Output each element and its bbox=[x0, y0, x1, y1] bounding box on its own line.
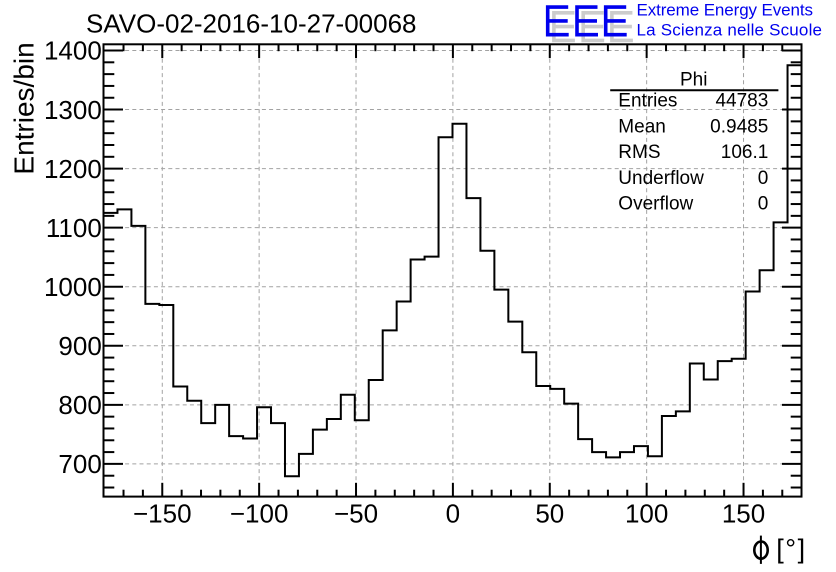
svg-text:0: 0 bbox=[446, 498, 460, 528]
svg-text:1300: 1300 bbox=[44, 95, 102, 125]
svg-text:0: 0 bbox=[758, 194, 769, 215]
svg-text:1000: 1000 bbox=[44, 272, 102, 302]
svg-text:1200: 1200 bbox=[44, 154, 102, 184]
svg-text:La Scienza nelle Scuole: La Scienza nelle Scuole bbox=[637, 21, 823, 40]
svg-text:1100: 1100 bbox=[46, 213, 102, 243]
svg-text:0.9485: 0.9485 bbox=[710, 116, 768, 137]
svg-text:1400: 1400 bbox=[44, 36, 102, 66]
svg-text:SAVO-02-2016-10-27-00068: SAVO-02-2016-10-27-00068 bbox=[86, 8, 417, 38]
svg-text:[°]: [°] bbox=[776, 534, 807, 564]
svg-text:800: 800 bbox=[58, 390, 101, 420]
svg-text:700: 700 bbox=[58, 449, 101, 479]
svg-text:−50: −50 bbox=[334, 498, 378, 528]
svg-text:Extreme Energy Events: Extreme Energy Events bbox=[637, 0, 814, 19]
svg-text:Overflow: Overflow bbox=[618, 194, 693, 215]
svg-text:50: 50 bbox=[535, 498, 564, 528]
svg-text:Entries: Entries bbox=[618, 91, 677, 112]
svg-text:106.1: 106.1 bbox=[721, 142, 769, 163]
svg-text:900: 900 bbox=[58, 331, 101, 361]
svg-text:Mean: Mean bbox=[618, 116, 666, 137]
svg-text:100: 100 bbox=[625, 498, 668, 528]
svg-text:44783: 44783 bbox=[715, 91, 768, 112]
svg-text:150: 150 bbox=[722, 498, 765, 528]
svg-text:−150: −150 bbox=[133, 498, 192, 528]
svg-text:Underflow: Underflow bbox=[618, 168, 704, 189]
svg-text:RMS: RMS bbox=[618, 142, 660, 163]
svg-text:Phi: Phi bbox=[680, 69, 707, 90]
svg-text:−100: −100 bbox=[230, 498, 289, 528]
svg-text:0: 0 bbox=[758, 168, 769, 189]
svg-text:Entries/bin: Entries/bin bbox=[9, 42, 40, 174]
